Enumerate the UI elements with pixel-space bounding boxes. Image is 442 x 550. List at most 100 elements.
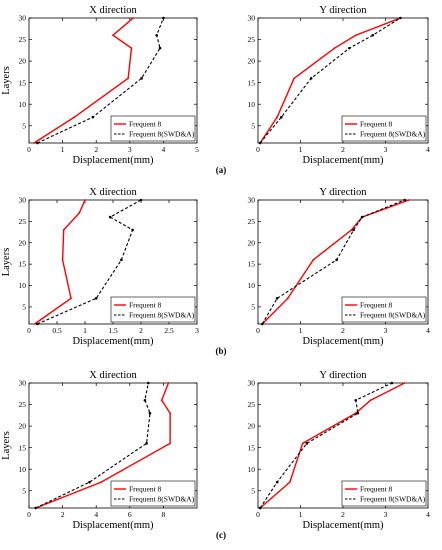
y-tick-label: 15 [19,443,27,452]
legend-label: Frequent 8(SWD&A) [129,311,195,320]
x-tick-label: 3 [195,326,199,335]
y-tick-label: 5 [251,121,255,130]
data-point [88,480,91,484]
data-point [309,77,313,80]
data-point [356,411,360,415]
legend-box [110,115,196,142]
row-labels: (a) (b) (c) [216,165,227,540]
data-point [94,297,98,300]
data-point [352,228,355,232]
y-tick-label: 10 [19,281,27,290]
data-point [371,33,375,37]
y-tick-label: 30 [248,379,256,388]
x-tick-label: 0.5 [52,326,62,335]
data-point [91,115,95,119]
x-tick-label: 0 [256,326,260,335]
data-point [354,34,357,37]
data-point [390,381,394,385]
series-line-1 [35,382,171,509]
data-point [36,322,39,326]
series-line-2 [259,17,401,144]
legend-label: Frequent 8 [360,120,393,129]
data-point [34,506,38,510]
x-tick-label: 1 [299,326,303,335]
data-point [360,215,364,219]
y-tick-label: 5 [22,302,26,311]
y-tick-label: 10 [248,100,256,109]
x-axis-label: Displacement(mm) [302,520,384,531]
series-line-1 [259,382,405,509]
series-line-2 [35,382,151,509]
legend-box [341,480,427,507]
y-tick-label: 5 [251,486,255,495]
chart-title: Y direction [319,187,367,198]
x-tick-label: 3 [384,510,388,519]
row-label: (a) [216,165,227,175]
x-tick-label: 2 [139,326,143,335]
legend-label: Frequent 8 [129,485,162,494]
data-point [33,142,35,144]
chart-panel-5: X direction 0 2 4 6 8 5 10 15 20 25 30 Displacement(… [1,370,198,531]
x-tick-label: 4 [426,326,430,335]
data-point [158,46,162,50]
chart-panel-6: Y direction 0 1 2 3 4 5 10 15 20 25 30 Displacement(… [248,370,431,531]
x-tick-label: 0 [256,145,260,154]
data-point [403,382,406,384]
chart-title: Y direction [319,5,367,16]
data-point [354,398,358,402]
y-tick-label: 15 [19,260,27,269]
data-point [140,77,143,80]
y-tick-label: 20 [248,57,256,66]
series-line-2 [37,17,164,144]
y-tick-label: 30 [19,196,27,205]
data-point [139,198,143,202]
y-tick-label: 30 [248,14,256,23]
x-axis-label: Displacement(mm) [72,336,154,347]
data-point [160,399,163,402]
y-tick-label: 20 [19,238,27,247]
y-tick-label: 15 [248,78,256,87]
x-tick-label: 2 [61,510,65,519]
series-line-2 [261,199,405,325]
series-line-1 [261,199,410,325]
x-tick-label: 3 [384,326,388,335]
data-point [275,480,279,484]
y-tick-label: 20 [19,57,27,66]
data-point [146,381,150,385]
y-axis-label: Layers [1,66,12,95]
data-point [286,297,289,300]
y-tick-label: 20 [248,238,256,247]
x-axis-label: Displacement(mm) [72,520,154,531]
data-point [348,46,351,50]
chart-title: X direction [89,187,137,198]
legend-box [110,296,196,323]
x-tick-label: 3 [384,145,388,154]
x-tick-label: 1 [299,145,303,154]
data-point [148,411,152,415]
data-point [100,481,103,484]
data-point [260,322,264,326]
legend-label: Frequent 8(SWD&A) [129,495,195,504]
data-point [369,399,372,402]
data-point [258,506,262,510]
legend-box [110,480,196,507]
x-tick-label: 1 [299,510,303,519]
series-line-1 [259,17,401,144]
y-tick-label: 30 [248,196,256,205]
x-tick-label: 0 [256,510,260,519]
data-point [399,16,402,20]
y-tick-label: 30 [19,379,27,388]
legend-label: Frequent 8(SWD&A) [360,495,426,504]
y-tick-label: 10 [19,100,27,109]
y-tick-label: 10 [248,281,256,290]
y-tick-label: 25 [248,35,256,44]
y-tick-label: 10 [19,465,27,474]
legend-box [341,115,427,142]
data-point [301,442,304,445]
x-tick-label: 4 [426,145,430,154]
x-tick-label: 2 [341,326,345,335]
legend-label: Frequent 8(SWD&A) [360,311,426,320]
y-tick-label: 25 [19,217,27,226]
